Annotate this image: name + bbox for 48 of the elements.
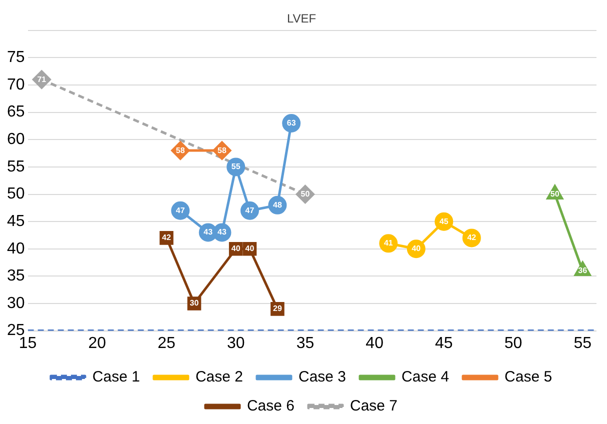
data-label: 47 [176, 206, 186, 215]
data-label: 55 [231, 162, 241, 172]
data-label: 58 [218, 146, 227, 155]
data-label: 45 [439, 216, 449, 226]
x-tick-label: 35 [296, 334, 314, 352]
x-tick-label: 25 [158, 334, 176, 352]
legend-label: Case 4 [402, 368, 450, 386]
data-label: 40 [412, 244, 422, 254]
y-tick-label: 60 [7, 131, 25, 148]
legend-label: Case 1 [92, 368, 140, 386]
data-label: 43 [218, 228, 227, 237]
data-label: 30 [190, 298, 200, 308]
x-tick-label: 45 [435, 334, 453, 352]
y-tick-label: 50 [7, 186, 25, 203]
data-label: 71 [37, 74, 47, 84]
data-label: 50 [300, 189, 310, 198]
legend-label: Case 5 [504, 368, 552, 386]
y-tick-label: 30 [7, 294, 25, 312]
y-tick-label: 35 [7, 268, 25, 285]
data-label: 48 [273, 200, 282, 210]
x-tick-label: 30 [226, 334, 245, 352]
data-label: 42 [467, 233, 477, 242]
x-tick-label: 15 [18, 334, 37, 352]
y-tick-label: 70 [7, 76, 25, 94]
y-tick-label: 40 [7, 240, 25, 258]
data-label: 40 [231, 244, 241, 254]
data-label: 50 [550, 189, 560, 198]
y-tick-label: 65 [7, 104, 25, 121]
y-tick-label: 55 [7, 158, 25, 176]
data-label: 47 [245, 206, 255, 215]
data-label: 42 [162, 233, 172, 242]
x-tick-label: 55 [574, 334, 592, 352]
data-label: 29 [273, 304, 282, 314]
x-tick-label: 50 [504, 334, 522, 352]
data-label: 41 [384, 238, 394, 248]
legend-label: Case 3 [298, 368, 346, 386]
data-label: 63 [286, 118, 296, 128]
data-label: 58 [176, 146, 186, 155]
data-label: 43 [204, 228, 214, 237]
y-tick-label: 75 [7, 49, 25, 66]
legend-label: Case 7 [350, 398, 398, 415]
legend-label: Case 2 [195, 368, 243, 386]
x-tick-label: 40 [366, 334, 384, 352]
data-label: 40 [245, 244, 255, 254]
x-tick-label: 20 [88, 334, 106, 352]
y-tick-label: 45 [7, 212, 25, 230]
chart-title: LVEF [286, 12, 316, 26]
legend-label: Case 6 [246, 398, 295, 415]
